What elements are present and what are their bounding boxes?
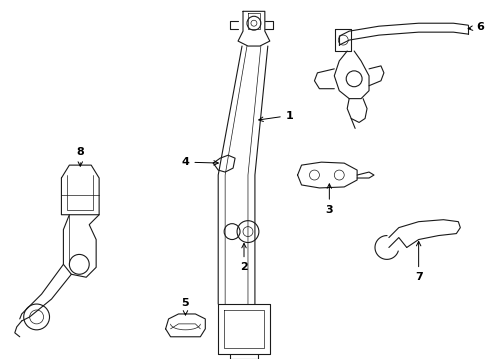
Text: 4: 4 [181,157,218,167]
Text: 7: 7 [414,242,422,282]
Text: 3: 3 [325,184,332,215]
Text: 1: 1 [258,111,293,121]
Text: 2: 2 [240,243,247,272]
Text: 6: 6 [467,22,483,32]
Text: 5: 5 [181,298,189,315]
Text: 8: 8 [76,147,84,166]
